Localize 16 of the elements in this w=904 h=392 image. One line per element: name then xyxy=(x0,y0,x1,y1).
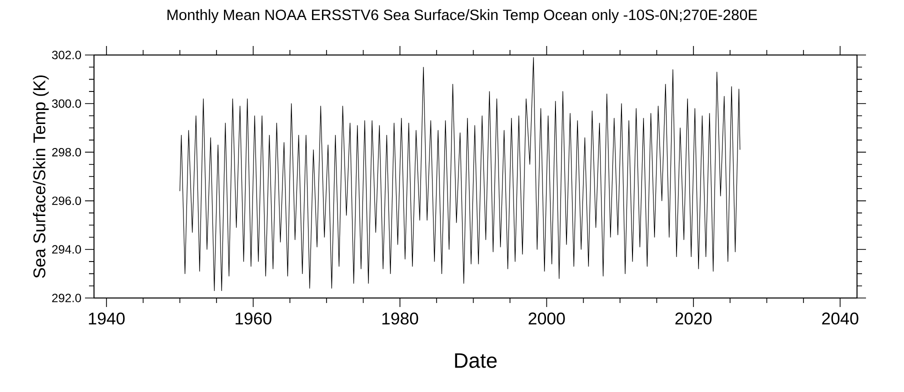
x-tick-label: 2000 xyxy=(528,312,565,325)
x-tick-label: 2020 xyxy=(675,312,712,325)
y-tick-label: 294.0 xyxy=(52,245,82,254)
chart-title: Monthly Mean NOAA ERSSTV6 Sea Surface/Skin Temp Ocean only -10S-0N;270E-280E xyxy=(168,9,757,24)
y-tick-label: 302.0 xyxy=(52,50,82,60)
x-tick-label: 1940 xyxy=(88,312,125,325)
x-tick-label: 1980 xyxy=(382,312,418,325)
x-tick-label: 2040 xyxy=(822,312,858,325)
y-tick-label: 292.0 xyxy=(52,294,82,302)
y-axis-title: Sea Surface/Skin Temp (K) xyxy=(32,75,49,278)
y-tick-label: 296.0 xyxy=(52,196,82,206)
x-axis-title: Date xyxy=(455,353,497,368)
line-series xyxy=(180,57,740,292)
y-tick-label: 298.0 xyxy=(52,148,82,156)
x-tick-label: 1960 xyxy=(236,312,272,325)
y-tick-label: 300.0 xyxy=(52,99,82,108)
